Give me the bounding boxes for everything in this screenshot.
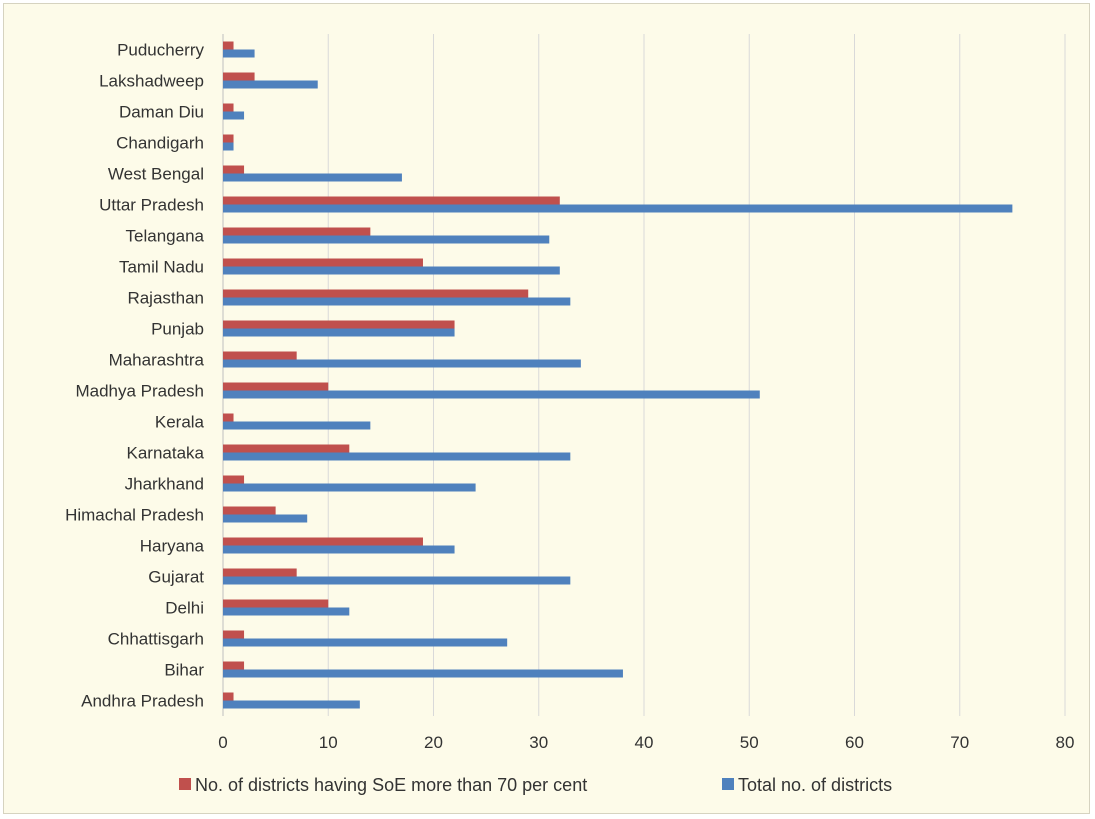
bar-total-districts (223, 607, 350, 616)
category-label: Delhi (165, 599, 204, 618)
x-tick-label: 60 (845, 733, 864, 752)
x-tick-label: 70 (950, 733, 969, 752)
category-label: Bihar (164, 661, 204, 680)
bar-total-districts (223, 390, 760, 399)
bar-soe-over-70 (223, 103, 234, 112)
x-tick-label: 30 (529, 733, 548, 752)
bar-total-districts (223, 266, 560, 275)
bar-total-districts (223, 514, 308, 523)
bar-total-districts (223, 235, 550, 244)
bar-chart: 0 10 20 30 40 50 60 70 80 Andhra Pradesh Bihar Chha… (65, 34, 1075, 795)
bar-soe-over-70 (223, 537, 423, 546)
bar-soe-over-70 (223, 41, 234, 50)
bar-soe-over-70 (223, 320, 455, 329)
legend-label: Total no. of districts (738, 775, 892, 795)
x-tick-label: 0 (218, 733, 227, 752)
bar-total-districts (223, 421, 371, 430)
category-label: Madhya Pradesh (75, 382, 204, 401)
bar-soe-over-70 (223, 568, 297, 577)
category-label: Gujarat (148, 568, 204, 587)
legend-swatch (722, 778, 734, 790)
legend-label: No. of districts having SoE more than 70… (195, 775, 587, 795)
legend-swatch (179, 778, 191, 790)
bar-soe-over-70 (223, 661, 245, 670)
bar-total-districts (223, 638, 508, 647)
bar-soe-over-70 (223, 444, 350, 453)
bar-soe-over-70 (223, 630, 245, 639)
bar-soe-over-70 (223, 475, 245, 484)
category-label: Chandigarh (116, 134, 204, 153)
bar-soe-over-70 (223, 599, 329, 608)
category-label: Rajasthan (127, 289, 204, 308)
category-label: Tamil Nadu (119, 258, 204, 277)
bar-soe-over-70 (223, 289, 529, 298)
category-label: Karnataka (127, 444, 205, 463)
bar-soe-over-70 (223, 227, 371, 236)
category-label: Andhra Pradesh (81, 692, 204, 711)
bar-soe-over-70 (223, 382, 329, 391)
bar-soe-over-70 (223, 351, 297, 360)
bar-total-districts (223, 359, 581, 368)
bar-soe-over-70 (223, 506, 276, 515)
bar-total-districts (223, 297, 571, 306)
category-label: Punjab (151, 320, 204, 339)
bar-soe-over-70 (223, 165, 245, 174)
bar-soe-over-70 (223, 413, 234, 422)
bar-total-districts (223, 328, 455, 337)
x-tick-label: 10 (319, 733, 338, 752)
bar-total-districts (223, 452, 571, 461)
bar-total-districts (223, 173, 402, 182)
category-label: Kerala (155, 413, 205, 432)
bar-total-districts (223, 669, 623, 678)
bar-total-districts (223, 80, 318, 89)
category-label: Chhattisgarh (108, 630, 204, 649)
x-tick-label: 20 (424, 733, 443, 752)
bar-total-districts (223, 483, 476, 492)
category-label: Uttar Pradesh (99, 196, 204, 215)
legend-item: No. of districts having SoE more than 70… (179, 775, 587, 795)
bar-total-districts (223, 545, 455, 554)
x-tick-label: 50 (740, 733, 759, 752)
x-tick-label: 40 (635, 733, 654, 752)
category-label: Telangana (126, 227, 205, 246)
category-label: Maharashtra (109, 351, 205, 370)
category-label: Puducherry (117, 41, 204, 60)
bar-total-districts (223, 204, 1013, 213)
category-label: Jharkhand (125, 475, 204, 494)
category-label: Haryana (140, 537, 205, 556)
bar-total-districts (223, 700, 360, 709)
bar-total-districts (223, 49, 255, 58)
bar-total-districts (223, 576, 571, 585)
x-tick-label: 80 (1056, 733, 1075, 752)
bar-total-districts (223, 142, 234, 151)
bar-total-districts (223, 111, 245, 120)
bar-soe-over-70 (223, 692, 234, 701)
bar-soe-over-70 (223, 258, 423, 267)
bar-soe-over-70 (223, 72, 255, 81)
bar-soe-over-70 (223, 134, 234, 143)
chart-area: 0 10 20 30 40 50 60 70 80 Andhra Pradesh Bihar Chha… (3, 3, 1090, 814)
category-label: Lakshadweep (99, 72, 204, 91)
category-label: Himachal Pradesh (65, 506, 204, 525)
category-label: West Bengal (108, 165, 204, 184)
category-label: Daman Diu (119, 103, 204, 122)
bar-soe-over-70 (223, 196, 560, 205)
legend-item: Total no. of districts (722, 775, 892, 795)
